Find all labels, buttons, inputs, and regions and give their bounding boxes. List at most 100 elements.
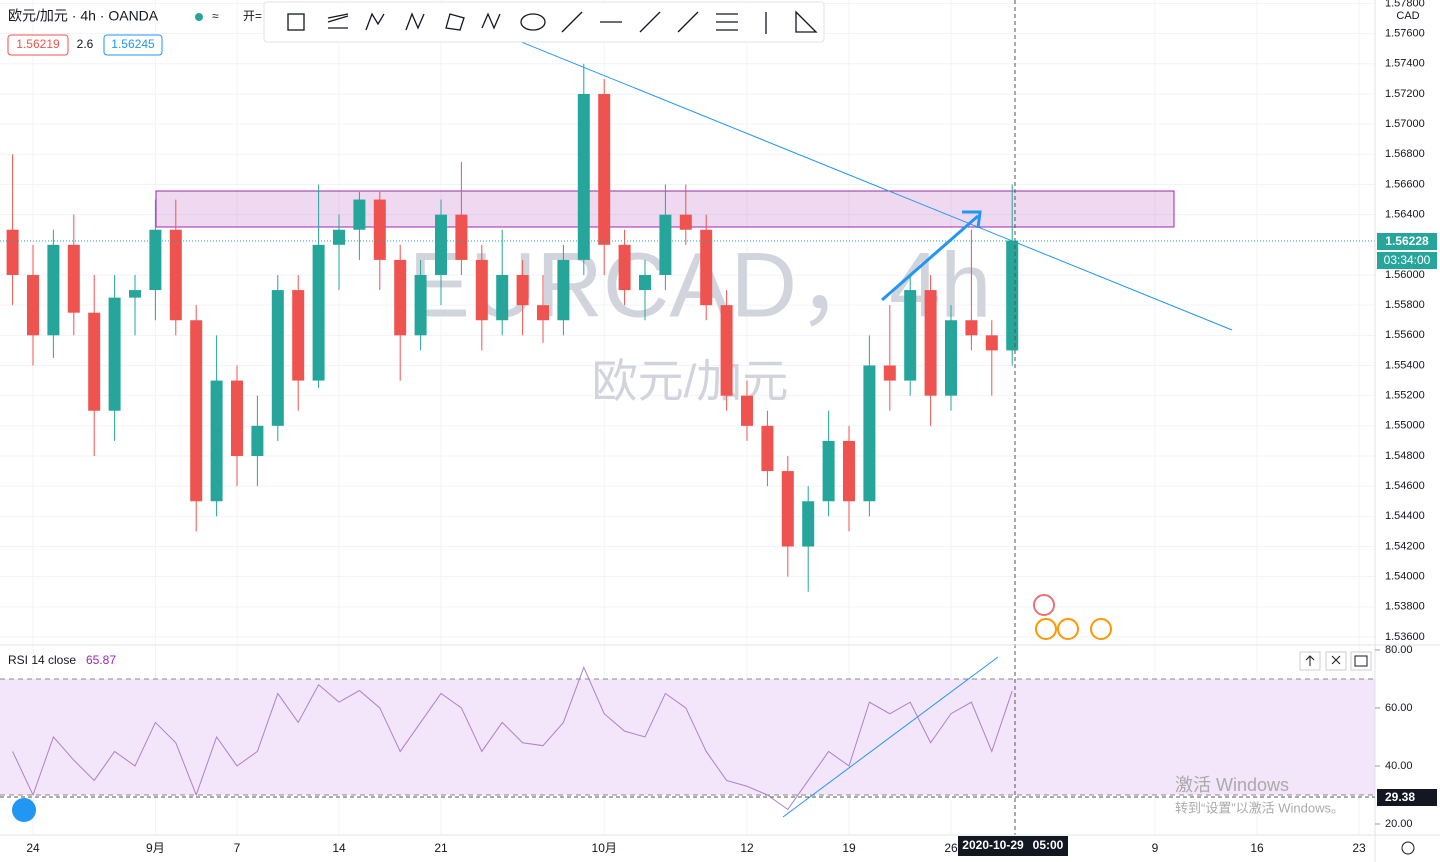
y-tick-label: 1.55600 xyxy=(1385,329,1425,341)
last-price: 1.56228 xyxy=(1385,234,1429,248)
candle-body xyxy=(945,320,957,396)
candle-body xyxy=(598,93,611,245)
y-tick-label: 1.55200 xyxy=(1385,390,1425,402)
x-tick-label: 16 xyxy=(1250,841,1264,855)
rsi-tick-label: 40.00 xyxy=(1385,760,1413,772)
candle-body xyxy=(251,425,264,456)
trend-line[interactable] xyxy=(429,4,1233,331)
y-tick-label: 1.54000 xyxy=(1385,571,1425,583)
y-tick-label: 1.54600 xyxy=(1385,480,1425,492)
rsi-tick-label: 20.00 xyxy=(1385,818,1413,830)
candle-body xyxy=(414,274,427,336)
rsi-trend-line[interactable] xyxy=(782,656,999,818)
candle-body xyxy=(741,395,753,426)
candle-body xyxy=(863,365,876,502)
grid xyxy=(0,0,1375,835)
candle-body xyxy=(720,305,733,396)
y-tick-label: 1.56000 xyxy=(1385,269,1425,281)
x-tick-label: 12 xyxy=(740,841,754,855)
open-label: 开= xyxy=(243,9,262,23)
x-tick-label: 7 xyxy=(234,841,241,855)
y-tick-label: 1.53800 xyxy=(1385,601,1425,613)
crosshair-time: 05:00 xyxy=(1033,838,1064,852)
countdown: 03:34:00 xyxy=(1384,253,1431,267)
logo[interactable] xyxy=(12,798,36,822)
candle-body xyxy=(312,244,325,381)
x-tick-label: 9月 xyxy=(146,841,165,855)
x-tick-label: 23 xyxy=(1352,841,1366,855)
arrow-drawing[interactable] xyxy=(881,214,979,302)
y-tick-label: 1.54200 xyxy=(1385,540,1425,552)
arrow-head xyxy=(962,210,982,229)
settings-icon[interactable] xyxy=(1401,841,1415,855)
crosshair-tag xyxy=(1377,789,1437,806)
windows-title: 激活 Windows xyxy=(1175,775,1289,795)
pane-buttons[interactable] xyxy=(1299,651,1372,671)
y-tick-label: 1.55800 xyxy=(1385,299,1425,311)
candle-body xyxy=(516,274,529,306)
y-tick-label: 1.55400 xyxy=(1385,359,1425,371)
spread: 2.6 xyxy=(77,37,94,51)
watermark-sub: 欧元/加元 xyxy=(592,355,789,407)
status: ≈ xyxy=(212,9,219,23)
events[interactable] xyxy=(1033,594,1112,640)
currency: CAD xyxy=(1396,10,1419,22)
y-tick-label: 1.57400 xyxy=(1385,58,1425,70)
candle-body xyxy=(822,440,835,502)
windows-hint: 转到“设置”以激活 Windows。 xyxy=(1175,800,1344,815)
rsi-line xyxy=(12,666,1013,811)
candle-body xyxy=(6,229,19,275)
x-tick-label: 26 xyxy=(944,841,958,855)
toolbar-icons[interactable] xyxy=(287,10,818,34)
symbol: 欧元/加元 · 4h · OANDA xyxy=(8,8,159,24)
candle-body xyxy=(435,214,447,275)
rsi-tick-label: 60.00 xyxy=(1385,702,1413,714)
candle-body xyxy=(108,297,121,411)
candle-body xyxy=(537,305,549,321)
candle-body xyxy=(169,229,182,321)
drawing-toolbar xyxy=(263,1,825,43)
candle-body xyxy=(761,425,774,472)
y-tick-label: 1.53600 xyxy=(1385,631,1425,643)
toolbar-bg xyxy=(263,1,825,43)
candle-body xyxy=(271,290,284,426)
buy-box[interactable] xyxy=(103,34,163,56)
buy-price: 1.56245 xyxy=(111,37,155,51)
candle-body xyxy=(353,199,366,230)
candle-body xyxy=(475,259,488,321)
watermark: EURCAD，4h xyxy=(409,234,992,336)
y-tick-label: 1.57200 xyxy=(1385,88,1425,100)
candle-body xyxy=(659,214,672,275)
candle-body xyxy=(47,244,60,336)
y-tick-label: 1.57000 xyxy=(1385,118,1425,130)
rsi-title: RSI 14 close xyxy=(8,653,76,667)
candle-body xyxy=(190,320,203,502)
candle-body xyxy=(373,199,386,260)
y-tick-label: 1.56600 xyxy=(1385,178,1425,190)
candle-body xyxy=(843,440,855,502)
candle-body xyxy=(679,214,692,230)
candle-body xyxy=(231,380,243,456)
sell-box[interactable] xyxy=(7,34,69,56)
candle-body xyxy=(639,274,651,291)
x-tick-label: 24 xyxy=(26,841,40,855)
candle-body xyxy=(904,290,917,381)
y-tick-label: 1.54800 xyxy=(1385,450,1425,462)
countdown-tag xyxy=(1377,252,1437,269)
candle-body xyxy=(27,274,39,336)
candle-body xyxy=(883,365,896,381)
candle-body xyxy=(802,501,815,547)
x-tick-label: 9 xyxy=(1152,841,1159,855)
price-tag xyxy=(1377,233,1437,250)
x-tick-label: 14 xyxy=(332,841,346,855)
crosshair-value: 29.38 xyxy=(1385,790,1415,804)
candle-body xyxy=(394,259,407,336)
x-tick-label: 19 xyxy=(842,841,856,855)
x-tick-label: 21 xyxy=(434,841,448,855)
candle-body xyxy=(577,93,590,260)
candle-body xyxy=(455,214,468,260)
status-dot xyxy=(195,13,203,21)
rsi-tick-label: 80.00 xyxy=(1385,644,1413,656)
